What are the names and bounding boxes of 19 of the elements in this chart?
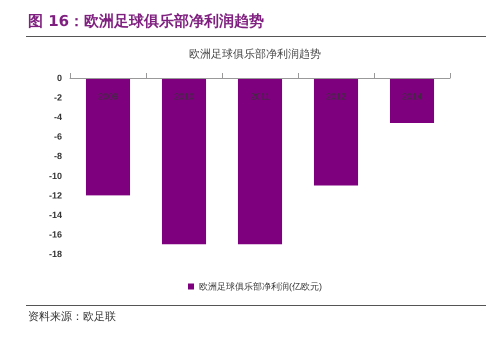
y-tick-label: -8 [54, 151, 62, 162]
chart-title: 图 16：欧洲足球俱乐部净利润趋势 [28, 12, 264, 31]
y-tick-label: -2 [54, 92, 62, 103]
x-tick-label: 2009 [98, 92, 118, 102]
y-tick-label: -10 [48, 170, 62, 181]
x-tick-label: 2011 [250, 92, 270, 102]
x-tick-label: 2010 [174, 92, 194, 102]
y-tick-label: -6 [54, 132, 62, 142]
text: 资料来源：欧足联 [28, 309, 116, 324]
x-tick-label: 2012 [326, 92, 346, 102]
x-tick-label: 2014 [402, 92, 422, 102]
y-tick-label: -12 [48, 190, 62, 200]
y-tick-label: -18 [48, 249, 62, 259]
chart-subtitle: 欧洲足球俱乐部净利润趋势 [189, 48, 321, 60]
legend-label: 欧洲足球俱乐部净利润(亿欧元) [199, 282, 322, 292]
y-tick-label: -16 [48, 229, 62, 240]
y-tick-label: -4 [54, 112, 62, 122]
y-tick-label: -14 [48, 210, 62, 220]
y-tick-label: 0 [56, 73, 62, 83]
